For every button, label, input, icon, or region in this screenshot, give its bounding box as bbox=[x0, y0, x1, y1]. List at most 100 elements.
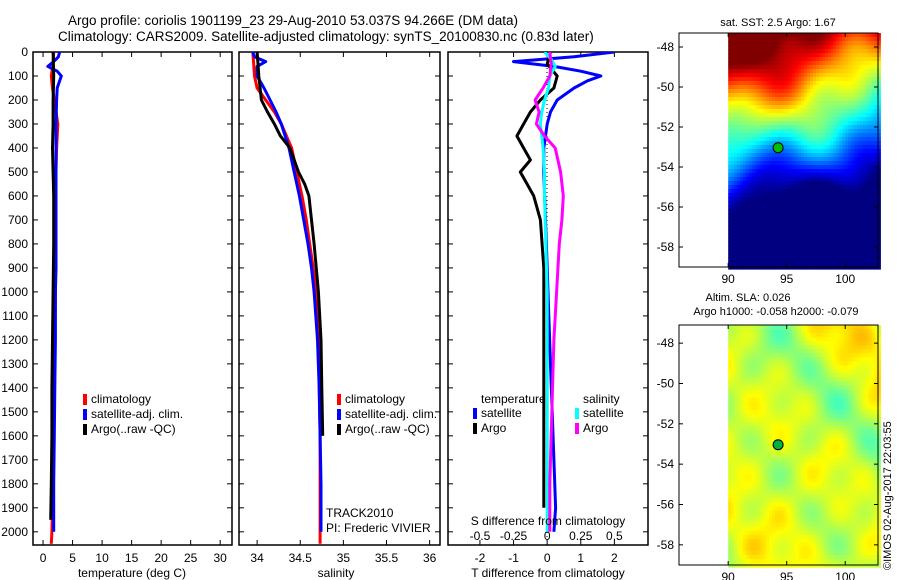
heatmap-cell bbox=[854, 93, 858, 98]
heatmap-cell bbox=[742, 325, 747, 330]
heatmap-cell bbox=[766, 429, 770, 435]
heatmap-cell bbox=[859, 149, 864, 154]
heatmap-cell bbox=[736, 385, 741, 391]
heatmap-cell bbox=[804, 245, 808, 250]
heatmap-cell bbox=[734, 89, 738, 94]
heatmap-cell bbox=[763, 421, 767, 427]
heatmap-cell bbox=[851, 177, 855, 182]
heatmap-cell bbox=[856, 157, 861, 162]
heatmap-cell bbox=[830, 41, 835, 46]
heatmap-cell bbox=[842, 205, 846, 210]
heatmap-cell bbox=[786, 333, 791, 338]
heatmap-cell bbox=[754, 181, 758, 186]
heatmap-cell bbox=[772, 185, 776, 190]
heatmap-cell bbox=[754, 121, 758, 126]
heatmap-cell bbox=[877, 221, 881, 226]
heatmap-cell bbox=[742, 530, 747, 536]
heatmap-cell bbox=[804, 325, 808, 330]
heatmap-cell bbox=[792, 161, 796, 166]
heatmap-cell bbox=[854, 193, 858, 198]
heatmap-cell bbox=[757, 221, 761, 226]
heatmap-cell bbox=[739, 81, 744, 86]
heatmap-cell bbox=[792, 121, 796, 126]
heatmap-cell bbox=[745, 217, 750, 222]
heatmap-cell bbox=[772, 209, 776, 214]
heatmap-cell bbox=[839, 57, 843, 62]
heatmap-cell bbox=[745, 349, 750, 354]
heatmap-cell bbox=[745, 530, 750, 536]
heatmap-cell bbox=[824, 85, 829, 90]
heatmap-cell bbox=[813, 141, 817, 146]
heatmap-cell bbox=[827, 41, 832, 46]
heatmap-cell bbox=[848, 253, 852, 258]
heatmap-cell bbox=[845, 77, 849, 82]
heatmap-cell bbox=[813, 213, 817, 218]
heatmap-cell bbox=[833, 81, 837, 86]
heatmap-cell bbox=[851, 145, 855, 150]
heatmap-cell bbox=[769, 381, 773, 387]
heatmap-cell bbox=[736, 149, 741, 154]
heatmap-cell bbox=[742, 542, 747, 548]
heatmap-cell bbox=[848, 197, 852, 202]
heatmap-cell bbox=[804, 450, 808, 455]
heatmap-cell bbox=[807, 33, 811, 38]
heatmap-cell bbox=[734, 61, 738, 66]
heatmap-cell bbox=[783, 482, 788, 487]
heatmap-cell bbox=[739, 117, 744, 122]
heatmap-cell bbox=[748, 241, 753, 246]
heatmap-cell bbox=[772, 542, 776, 548]
heatmap-cell bbox=[830, 153, 835, 158]
heatmap-cell bbox=[736, 437, 741, 443]
heatmap-cell bbox=[830, 69, 835, 74]
heatmap-cell bbox=[792, 425, 796, 431]
heatmap-cell bbox=[868, 229, 873, 234]
heatmap-cell bbox=[748, 490, 753, 495]
heatmap-cell bbox=[827, 69, 832, 74]
heatmap-cell bbox=[821, 153, 826, 158]
heatmap-cell bbox=[757, 41, 761, 46]
heatmap-cell bbox=[795, 173, 799, 178]
heatmap-cell bbox=[877, 37, 881, 42]
heatmap-cell bbox=[830, 185, 835, 190]
heatmap-cell bbox=[856, 177, 861, 182]
heatmap-cell bbox=[736, 173, 741, 178]
heatmap-cell bbox=[772, 65, 776, 70]
heatmap-cell bbox=[795, 141, 799, 146]
heatmap-cell bbox=[821, 65, 826, 70]
legend-label: satellite bbox=[481, 406, 522, 420]
heatmap-cell bbox=[818, 257, 823, 262]
heatmap-cell bbox=[736, 450, 741, 455]
heatmap-cell bbox=[877, 97, 881, 102]
heatmap-cell bbox=[789, 377, 794, 382]
heatmap-cell bbox=[839, 189, 843, 194]
heatmap-cell bbox=[871, 113, 876, 118]
heatmap-cell bbox=[754, 341, 758, 346]
heatmap-cell bbox=[830, 249, 835, 254]
heatmap-cell bbox=[836, 113, 840, 118]
heatmap-cell bbox=[739, 109, 744, 114]
heatmap-cell bbox=[807, 153, 811, 158]
heatmap-cell bbox=[763, 558, 767, 564]
heatmap-cell bbox=[769, 93, 773, 98]
heatmap-cell bbox=[830, 121, 835, 126]
heatmap-cell bbox=[769, 433, 773, 439]
heatmap-cell bbox=[748, 237, 753, 242]
heatmap-cell bbox=[754, 257, 758, 262]
heatmap-cell bbox=[731, 421, 735, 427]
heatmap-cell bbox=[789, 401, 794, 407]
heatmap-cell bbox=[751, 337, 756, 342]
heatmap-cell bbox=[739, 89, 744, 94]
heatmap-cell bbox=[760, 249, 764, 254]
heatmap-cell bbox=[772, 498, 776, 503]
heatmap-cell bbox=[745, 77, 750, 82]
heatmap-cell bbox=[842, 221, 846, 226]
heatmap-cell bbox=[807, 229, 811, 234]
heatmap-cell bbox=[745, 413, 750, 419]
heatmap-cell bbox=[865, 233, 870, 238]
heatmap-cell bbox=[839, 185, 843, 190]
heatmap-cell bbox=[859, 61, 864, 66]
heatmap-cell bbox=[742, 421, 747, 427]
heatmap-cell bbox=[836, 185, 840, 190]
heatmap-cell bbox=[728, 233, 732, 238]
heatmap-cell bbox=[845, 201, 849, 206]
